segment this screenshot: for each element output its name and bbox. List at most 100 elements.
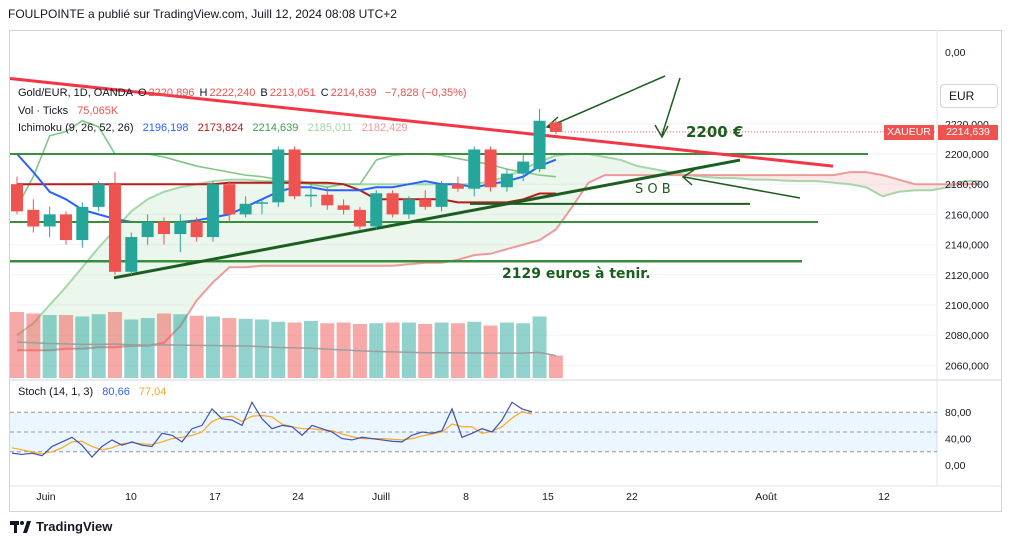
tenkan-line	[16, 153, 557, 223]
volume-bar	[499, 322, 514, 378]
symbol-label: Gold/EUR, 1D, OANDA	[18, 87, 133, 99]
time-tick-label: 22	[626, 491, 638, 503]
volume-bar	[26, 313, 41, 378]
volume-bar	[238, 318, 253, 378]
candle-body	[419, 199, 432, 207]
price-tick-label: 2140,000	[945, 240, 989, 252]
cloud-segment	[604, 157, 622, 176]
stoch-d-value: 77,04	[138, 386, 167, 398]
price-tick-label: 2100,000	[945, 300, 989, 312]
volume-value: 75,065K	[77, 105, 119, 117]
volume-bar	[254, 319, 269, 378]
arrow-2200	[654, 77, 681, 139]
cloud-segment	[898, 179, 916, 192]
note-2129: 2129 euros à tenir.	[502, 266, 651, 282]
ichimoku-kijun: 2173,824	[197, 122, 244, 134]
last-price-label: 2214,639	[946, 126, 990, 138]
ichimoku-span-b: 2182,429	[361, 122, 408, 134]
candle-body	[43, 214, 56, 227]
cloud-segment	[882, 175, 899, 197]
candle-body	[549, 122, 562, 132]
volume-bar	[205, 316, 220, 378]
price-tick-label: 2060,000	[945, 360, 989, 372]
candle-body	[141, 221, 154, 238]
candle-body	[174, 221, 187, 235]
volume-bar	[548, 355, 563, 378]
indicator-lines	[16, 119, 557, 223]
candle-body	[304, 194, 317, 197]
stoch-pane	[10, 400, 937, 458]
time-tick-label: Août	[755, 491, 777, 503]
volume-bar	[271, 321, 286, 378]
price-tick-label: 2080,000	[945, 330, 989, 342]
stoch-d-line	[11, 410, 533, 455]
open-value: 2220,896	[148, 87, 195, 99]
close-label: C	[320, 87, 329, 99]
price-tick-label: 2120,000	[945, 270, 989, 282]
volume-bar	[532, 316, 547, 378]
candle-body	[239, 203, 252, 215]
support-trendline	[113, 158, 741, 280]
arrow-sob	[681, 169, 801, 199]
volume-bar	[173, 314, 188, 378]
volume-bar	[287, 322, 302, 378]
candle-body	[27, 209, 40, 227]
high-label: H	[199, 87, 208, 99]
time-tick-label: 12	[878, 491, 890, 503]
arrow-candle	[545, 75, 666, 131]
candle-body	[321, 194, 334, 206]
candle-body	[386, 193, 399, 215]
stoch-tick-label: 0,00	[945, 460, 966, 472]
symbol-legend: Gold/EUR, 1D, OANDA O 2220,896 H 2222,240 …	[18, 87, 469, 99]
close-value: 2214,639	[330, 87, 377, 99]
stoch-tick-label: 80,00	[945, 407, 971, 419]
candle-body	[451, 184, 464, 189]
price-tick-label: 2180,000	[945, 179, 989, 191]
cloud-segment	[294, 181, 311, 266]
volume-bar	[320, 323, 335, 378]
candle-body	[500, 173, 513, 188]
cloud-segment	[572, 154, 589, 207]
cloud-segment	[180, 184, 197, 327]
candle-body	[255, 202, 268, 204]
cloud-segment	[474, 181, 491, 256]
candles	[11, 108, 937, 275]
stoch-k-line	[11, 400, 533, 458]
time-tick-label: 24	[292, 491, 304, 503]
cloud-segment	[343, 184, 360, 266]
volume-bar	[483, 325, 498, 378]
volume-bar	[385, 322, 400, 378]
stoch-legend: Stoch (14, 1, 3) 80,66 77,04	[18, 386, 168, 398]
high-value: 2222,240	[209, 87, 256, 99]
change-value: −7,828 (−0,35%)	[384, 87, 467, 99]
volume-label: Vol · Ticks	[18, 105, 69, 117]
volume-bar	[401, 322, 416, 378]
cloud-segment	[784, 175, 801, 182]
note-2200: 2200 €	[686, 123, 743, 141]
volume-bar	[418, 324, 433, 378]
tradingview-logo[interactable]: TradingView	[10, 519, 112, 534]
annotations: 2200 € S O B 2129 euros à tenir.	[502, 123, 743, 282]
candle-body	[125, 237, 138, 272]
candle-body	[484, 149, 497, 188]
volume-bar	[467, 321, 482, 378]
open-label: O	[137, 87, 147, 99]
volume-ma-line	[16, 341, 557, 357]
resistance-trendline	[9, 77, 834, 168]
currency-label: EUR	[949, 89, 975, 103]
candle-body	[11, 184, 23, 212]
volume-bar	[91, 314, 106, 378]
time-tick-label: 8	[463, 491, 469, 503]
currency-button[interactable]: EUR	[940, 84, 998, 108]
candle-body	[223, 184, 236, 215]
last-price-tag: 2214,639	[938, 125, 998, 140]
candle-body	[468, 149, 481, 189]
cloud-segment	[490, 176, 507, 254]
ichimoku-span-a: 2185,011	[307, 122, 353, 134]
tradingview-brand: TradingView	[36, 519, 113, 534]
candle-body	[206, 184, 219, 238]
note-sob: S O B	[635, 182, 671, 197]
cloud-segment	[915, 184, 932, 191]
chart-frame	[9, 30, 1002, 512]
